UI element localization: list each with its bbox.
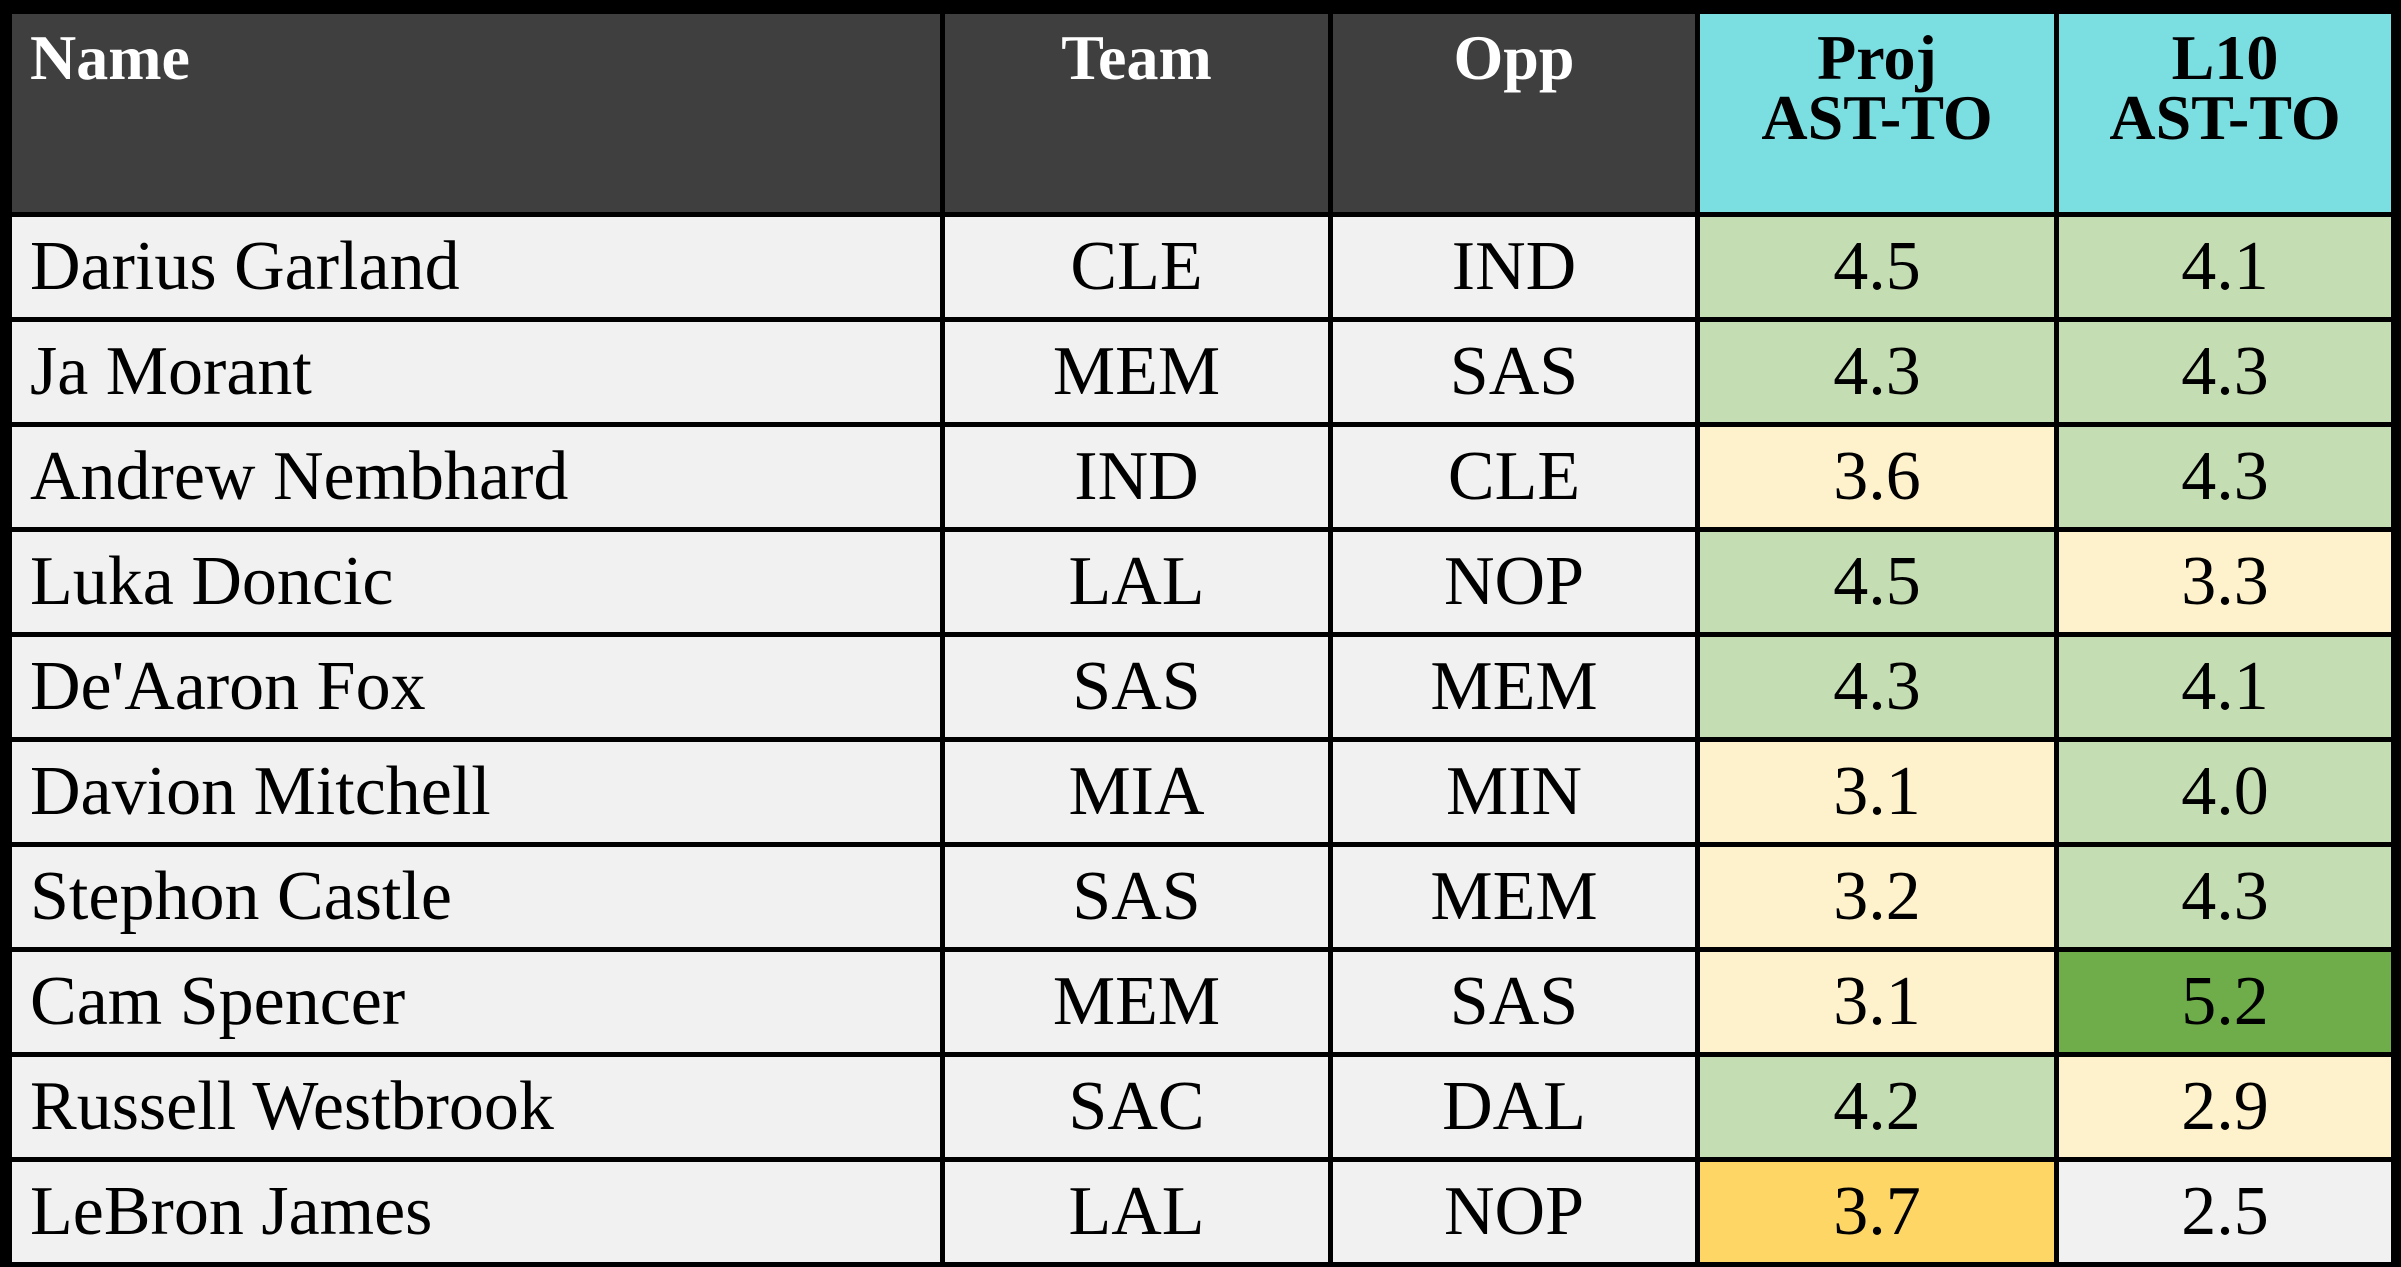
proj-ast-to-cell: 4.5 <box>1695 527 2059 637</box>
player-projection-table: Name Team Opp Proj AST-TO L10 AST-TO <box>7 9 2396 1267</box>
player-row: Russell Westbrook SAC DAL 4.2 2.9 <box>7 1052 2396 1162</box>
col-header-opp: Opp <box>1328 9 1700 217</box>
opp-cell: NOP <box>1328 1157 1700 1267</box>
col-header-l10-ast-to: L10 AST-TO <box>2054 9 2396 217</box>
col-header-team-label: Team <box>1061 22 1212 93</box>
team-cell: MEM <box>940 947 1333 1057</box>
proj-ast-to-cell: 3.7 <box>1695 1157 2059 1267</box>
proj-ast-to-cell: 3.6 <box>1695 422 2059 532</box>
proj-ast-to-cell: 4.2 <box>1695 1052 2059 1162</box>
player-name-cell: Darius Garland <box>7 212 945 322</box>
player-row: Davion Mitchell MIA MIN 3.1 4.0 <box>7 737 2396 847</box>
team-cell: IND <box>940 422 1333 532</box>
l10-ast-to-cell: 4.0 <box>2054 737 2396 847</box>
col-header-proj-ast-to: Proj AST-TO <box>1695 9 2059 217</box>
team-cell: CLE <box>940 212 1333 322</box>
opp-cell: SAS <box>1328 947 1700 1057</box>
team-cell: SAC <box>940 1052 1333 1162</box>
l10-ast-to-cell: 4.1 <box>2054 632 2396 742</box>
opp-cell: IND <box>1328 212 1700 322</box>
proj-ast-to-cell: 3.2 <box>1695 842 2059 952</box>
l10-ast-to-cell: 4.3 <box>2054 842 2396 952</box>
player-name-cell: Ja Morant <box>7 317 945 427</box>
col-header-team: Team <box>940 9 1333 217</box>
player-row: Darius Garland CLE IND 4.5 4.1 <box>7 212 2396 322</box>
col-header-name-label: Name <box>30 22 190 93</box>
col-header-proj-line2: AST-TO <box>1761 82 1993 153</box>
header-row: Name Team Opp Proj AST-TO L10 AST-TO <box>7 9 2396 217</box>
player-row: LeBron James LAL NOP 3.7 2.5 <box>7 1157 2396 1267</box>
proj-ast-to-cell: 3.1 <box>1695 947 2059 1057</box>
team-cell: SAS <box>940 632 1333 742</box>
player-name-cell: Andrew Nembhard <box>7 422 945 532</box>
player-row: Andrew Nembhard IND CLE 3.6 4.3 <box>7 422 2396 532</box>
player-row: Ja Morant MEM SAS 4.3 4.3 <box>7 317 2396 427</box>
l10-ast-to-cell: 4.3 <box>2054 317 2396 427</box>
l10-ast-to-cell: 3.3 <box>2054 527 2396 637</box>
player-name-cell: Luka Doncic <box>7 527 945 637</box>
opp-cell: MIN <box>1328 737 1700 847</box>
proj-ast-to-cell: 4.3 <box>1695 317 2059 427</box>
player-name-cell: Davion Mitchell <box>7 737 945 847</box>
l10-ast-to-cell: 2.5 <box>2054 1157 2396 1267</box>
team-cell: SAS <box>940 842 1333 952</box>
proj-ast-to-cell: 3.1 <box>1695 737 2059 847</box>
opp-cell: DAL <box>1328 1052 1700 1162</box>
team-cell: MEM <box>940 317 1333 427</box>
player-row: Stephon Castle SAS MEM 3.2 4.3 <box>7 842 2396 952</box>
col-header-opp-label: Opp <box>1453 22 1575 93</box>
player-name-cell: Cam Spencer <box>7 947 945 1057</box>
l10-ast-to-cell: 2.9 <box>2054 1052 2396 1162</box>
l10-ast-to-cell: 5.2 <box>2054 947 2396 1057</box>
team-cell: LAL <box>940 1157 1333 1267</box>
opp-cell: MEM <box>1328 842 1700 952</box>
col-header-proj-line1: Proj <box>1817 22 1937 93</box>
opp-cell: NOP <box>1328 527 1700 637</box>
col-header-name: Name <box>7 9 945 217</box>
player-row: De'Aaron Fox SAS MEM 4.3 4.1 <box>7 632 2396 742</box>
l10-ast-to-cell: 4.3 <box>2054 422 2396 532</box>
player-name-cell: LeBron James <box>7 1157 945 1267</box>
opp-cell: CLE <box>1328 422 1700 532</box>
col-header-l10-line2: AST-TO <box>2109 82 2341 153</box>
team-cell: LAL <box>940 527 1333 637</box>
opp-cell: SAS <box>1328 317 1700 427</box>
l10-ast-to-cell: 4.1 <box>2054 212 2396 322</box>
player-name-cell: De'Aaron Fox <box>7 632 945 742</box>
player-row: Cam Spencer MEM SAS 3.1 5.2 <box>7 947 2396 1057</box>
player-name-cell: Russell Westbrook <box>7 1052 945 1162</box>
col-header-l10-line1: L10 <box>2171 22 2279 93</box>
proj-ast-to-cell: 4.5 <box>1695 212 2059 322</box>
player-name-cell: Stephon Castle <box>7 842 945 952</box>
team-cell: MIA <box>940 737 1333 847</box>
opp-cell: MEM <box>1328 632 1700 742</box>
proj-ast-to-cell: 4.3 <box>1695 632 2059 742</box>
player-row: Luka Doncic LAL NOP 4.5 3.3 <box>7 527 2396 637</box>
